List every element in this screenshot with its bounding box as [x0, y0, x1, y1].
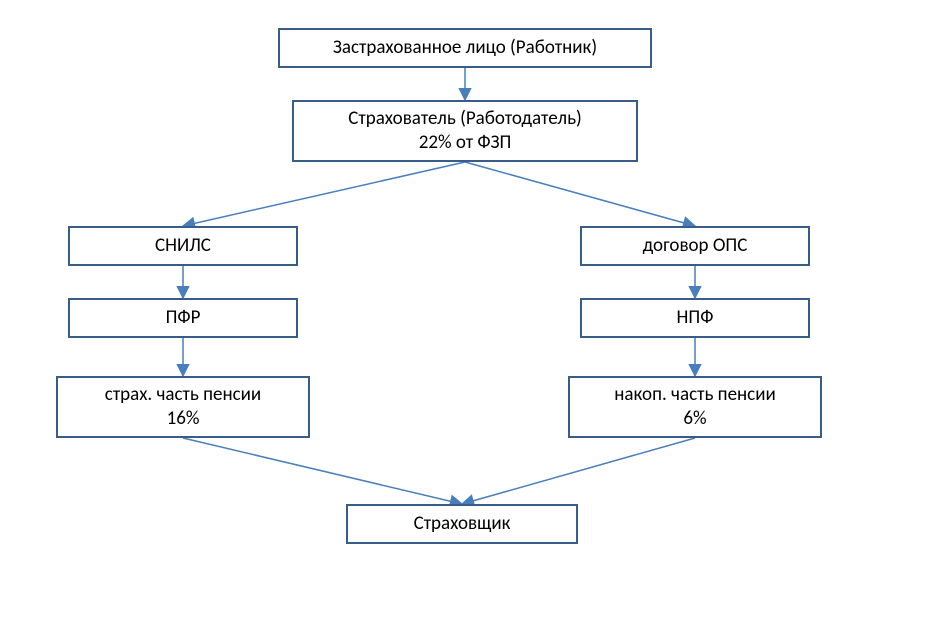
- node-label: ПФР: [166, 306, 201, 330]
- flowchart-stage: Застрахованное лицо (Работник) Страховате…: [0, 0, 936, 618]
- node-label: НПФ: [677, 306, 714, 330]
- node-label: накоп. часть пенсии 6%: [614, 383, 776, 431]
- node-ops: договор ОПС: [580, 226, 810, 266]
- node-snils: СНИЛС: [68, 226, 298, 266]
- edge-nakpart-to-strah: [462, 438, 695, 504]
- node-label: страх. часть пенсии 16%: [105, 383, 261, 431]
- node-label: Застрахованное лицо (Работник): [333, 36, 597, 60]
- node-nakpart: накоп. часть пенсии 6%: [568, 376, 822, 438]
- edge-insurer-to-ops: [465, 162, 695, 226]
- node-npf: НПФ: [580, 298, 810, 338]
- node-pfr: ПФР: [68, 298, 298, 338]
- edge-insurer-to-snils: [183, 162, 465, 226]
- node-strah: Страховщик: [346, 504, 578, 544]
- node-label: СНИЛС: [155, 234, 211, 258]
- node-label: Страховщик: [414, 512, 511, 536]
- node-insured: Застрахованное лицо (Работник): [278, 28, 652, 68]
- node-insurer: Страхователь (Работодатель) 22% от ФЗП: [292, 100, 638, 162]
- node-label: Страхователь (Работодатель) 22% от ФЗП: [348, 107, 582, 155]
- node-label: договор ОПС: [643, 234, 748, 258]
- node-strpart: страх. часть пенсии 16%: [56, 376, 310, 438]
- edge-strpart-to-strah: [183, 438, 462, 504]
